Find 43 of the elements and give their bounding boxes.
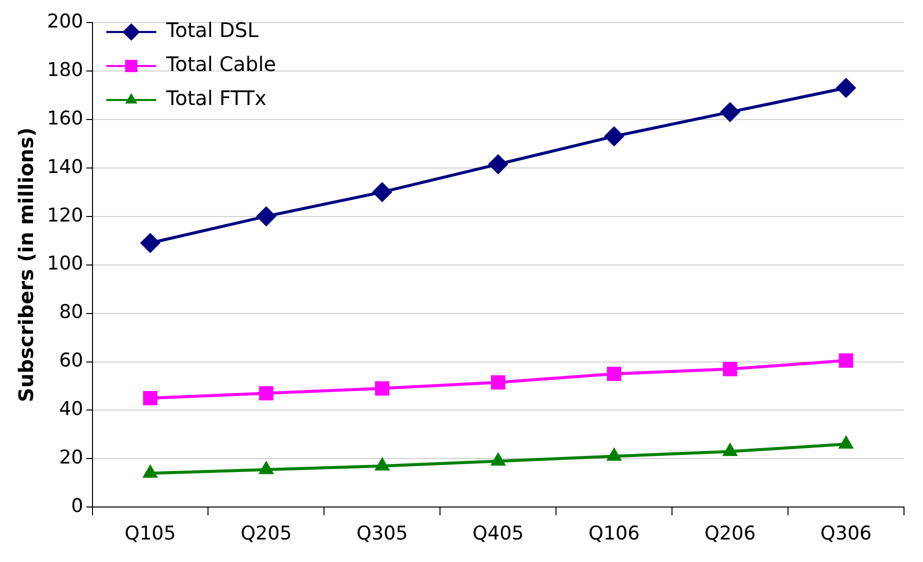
y-tick-label: 120 (47, 204, 84, 226)
y-tick-label: 40 (59, 398, 84, 420)
y-tick-label: 100 (47, 252, 84, 275)
x-tick-label: Q206 (704, 522, 756, 545)
point (372, 182, 392, 202)
point (838, 353, 854, 368)
y-tick-label: 180 (47, 58, 84, 81)
point (607, 448, 621, 461)
x-tick-label: Q305 (356, 522, 408, 545)
y-tick-label: 140 (47, 156, 84, 178)
point (488, 154, 508, 174)
point (256, 206, 276, 226)
y-tick-label: 80 (59, 301, 84, 324)
point (606, 366, 622, 382)
point (839, 436, 853, 449)
y-axis-title: Subscribers (in millions) (14, 128, 38, 402)
point (259, 386, 274, 400)
point (375, 381, 390, 396)
point (491, 454, 505, 466)
x-tick-label: Q306 (820, 522, 872, 545)
y-tick-label: 60 (59, 350, 84, 372)
x-tick-label: Q105 (124, 522, 176, 545)
y-tick-label: 160 (47, 107, 84, 130)
x-tick-label: Q205 (240, 522, 292, 545)
point (140, 233, 160, 252)
point (723, 444, 737, 456)
point (375, 458, 389, 470)
point (722, 362, 738, 376)
point (836, 78, 856, 98)
point (490, 375, 506, 390)
y-tick-label: 200 (47, 10, 84, 32)
legend-label: Total FTTx (165, 86, 267, 110)
point (720, 102, 740, 122)
point (144, 466, 157, 478)
y-tick-label: 0 (71, 495, 84, 518)
x-tick-label: Q106 (588, 522, 640, 545)
point (260, 462, 273, 474)
legend-label: Total DSL (165, 18, 260, 42)
point (143, 390, 158, 406)
x-tick-label: Q405 (472, 522, 524, 545)
legend-label: Total Cable (165, 52, 276, 76)
point (604, 126, 624, 146)
y-tick-label: 20 (59, 446, 84, 469)
